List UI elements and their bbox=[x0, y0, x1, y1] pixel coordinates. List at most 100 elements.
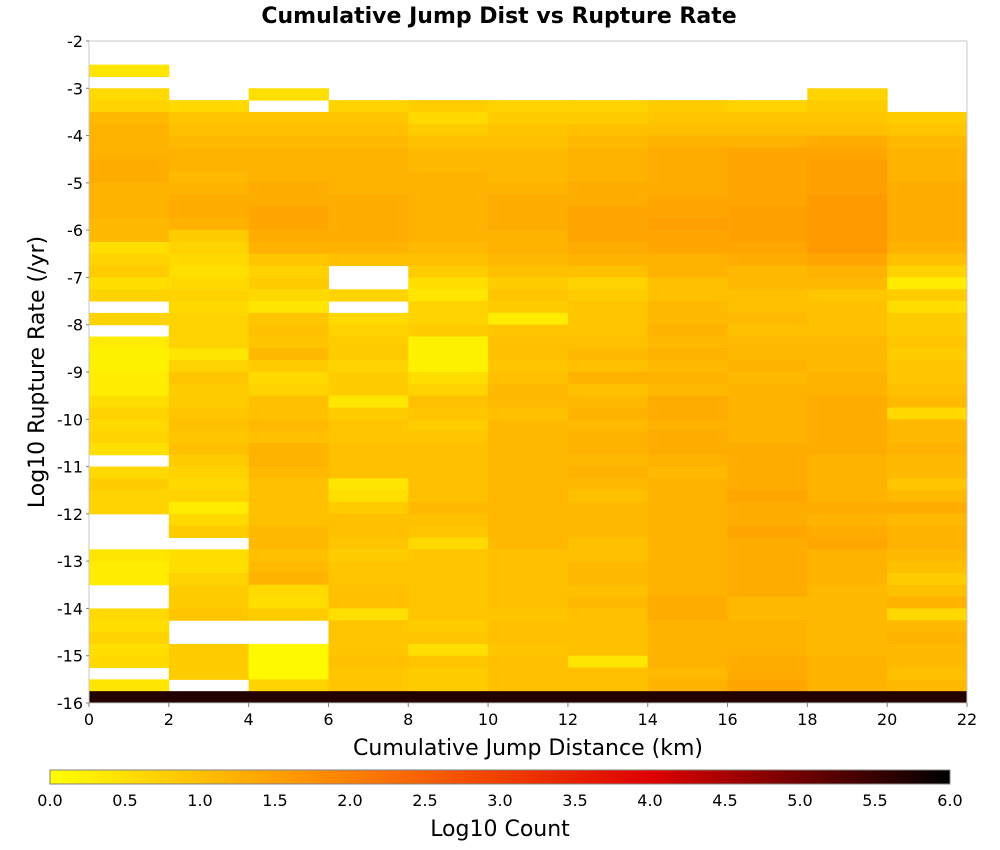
heatmap-cell bbox=[488, 265, 569, 278]
heatmap-cell bbox=[727, 100, 808, 113]
heatmap-cell bbox=[647, 194, 729, 207]
heatmap-cell bbox=[807, 620, 888, 633]
heatmap-cell bbox=[807, 549, 888, 562]
heatmap-cell bbox=[807, 431, 888, 444]
heatmap-cell bbox=[647, 502, 729, 515]
heatmap-cell bbox=[408, 265, 489, 278]
heatmap-cell bbox=[887, 324, 968, 338]
heatmap-cell bbox=[887, 171, 968, 184]
heatmap-cell bbox=[168, 253, 250, 267]
heatmap-cell bbox=[807, 123, 888, 137]
heatmap-cell bbox=[248, 584, 329, 598]
heatmap-cell bbox=[807, 537, 888, 550]
heatmap-cell bbox=[887, 312, 968, 326]
heatmap-cell bbox=[248, 419, 329, 432]
heatmap-cell bbox=[887, 442, 968, 456]
x-tick-label: 6 bbox=[323, 710, 333, 729]
heatmap-cell bbox=[647, 206, 729, 219]
heatmap-cell bbox=[328, 466, 409, 479]
heatmap-cell bbox=[727, 513, 808, 527]
heatmap-cell bbox=[408, 147, 489, 160]
heatmap-cell bbox=[408, 194, 489, 207]
heatmap-cell bbox=[328, 525, 409, 538]
heatmap-cell bbox=[248, 88, 329, 101]
heatmap-cell bbox=[567, 253, 649, 267]
heatmap-cell bbox=[488, 360, 569, 373]
heatmap-cell bbox=[168, 431, 250, 444]
heatmap-cell bbox=[408, 182, 489, 196]
heatmap-cell bbox=[168, 691, 250, 704]
heatmap-cell bbox=[807, 111, 888, 125]
heatmap-cell bbox=[408, 419, 489, 432]
heatmap-cell bbox=[727, 608, 808, 621]
heatmap-cell bbox=[488, 395, 569, 408]
heatmap-cell bbox=[488, 171, 569, 184]
heatmap-cell bbox=[328, 431, 409, 444]
heatmap-cell bbox=[248, 147, 329, 160]
heatmap-cell bbox=[488, 159, 569, 172]
heatmap-cell bbox=[488, 502, 569, 515]
heatmap-cell bbox=[408, 572, 489, 586]
heatmap-cell bbox=[488, 206, 569, 219]
heatmap-cell bbox=[567, 442, 649, 456]
heatmap-cell bbox=[647, 147, 729, 160]
heatmap-cell bbox=[168, 123, 250, 137]
heatmap-cell bbox=[89, 561, 170, 574]
heatmap-cell bbox=[807, 454, 888, 468]
heatmap-cell bbox=[248, 265, 329, 278]
heatmap-cell bbox=[168, 312, 250, 326]
heatmap-cell bbox=[488, 407, 569, 420]
heatmap-cell bbox=[807, 608, 888, 621]
heatmap-cell bbox=[89, 194, 170, 207]
heatmap-cell bbox=[168, 135, 250, 148]
heatmap-cell bbox=[567, 324, 649, 338]
heatmap-cell bbox=[248, 525, 329, 538]
heatmap-cell bbox=[168, 348, 250, 361]
heatmap-cell bbox=[567, 383, 649, 397]
heatmap-cell bbox=[89, 502, 170, 515]
colorbar-tick-label: 5.0 bbox=[787, 791, 812, 810]
heatmap-cell bbox=[488, 230, 569, 243]
heatmap-cell bbox=[807, 596, 888, 609]
colorbar-tick-label: 4.5 bbox=[712, 791, 737, 810]
y-tick-label: -2 bbox=[67, 32, 83, 51]
heatmap-cell bbox=[807, 419, 888, 432]
heatmap-cell bbox=[887, 336, 968, 349]
heatmap-cell bbox=[807, 147, 888, 160]
heatmap-cell bbox=[328, 454, 409, 468]
heatmap-cell bbox=[408, 525, 489, 538]
heatmap-cell bbox=[647, 667, 729, 680]
heatmap-cell bbox=[647, 584, 729, 598]
heatmap-cell bbox=[328, 100, 409, 113]
heatmap-cell bbox=[807, 561, 888, 574]
heatmap-cell bbox=[408, 667, 489, 680]
heatmap-cell bbox=[807, 632, 888, 645]
heatmap-cell bbox=[567, 691, 649, 704]
heatmap-cell bbox=[168, 230, 250, 243]
heatmap-cell bbox=[567, 667, 649, 680]
heatmap-cell bbox=[328, 608, 409, 621]
heatmap-cell bbox=[647, 407, 729, 420]
heatmap-cell bbox=[328, 584, 409, 598]
heatmap-cell bbox=[488, 596, 569, 609]
heatmap-cell bbox=[248, 395, 329, 408]
heatmap-cell bbox=[408, 442, 489, 456]
heatmap-cell bbox=[807, 182, 888, 196]
x-tick-label: 16 bbox=[717, 710, 737, 729]
heatmap-cell bbox=[647, 561, 729, 574]
heatmap-cell bbox=[328, 348, 409, 361]
heatmap-cell bbox=[727, 123, 808, 137]
heatmap-cell bbox=[727, 336, 808, 349]
heatmap-cell bbox=[887, 111, 968, 125]
heatmap-cell bbox=[887, 372, 968, 385]
heatmap-cell bbox=[647, 596, 729, 609]
heatmap-cell bbox=[727, 643, 808, 657]
heatmap-cell bbox=[168, 513, 250, 527]
heatmap-cell bbox=[807, 324, 888, 338]
heatmap-cell bbox=[248, 549, 329, 562]
heatmap-cell bbox=[727, 218, 808, 231]
heatmap-cell bbox=[89, 64, 170, 77]
heatmap-cell bbox=[727, 537, 808, 550]
colorbar-tick-label: 1.5 bbox=[262, 791, 287, 810]
heatmap-cell bbox=[727, 230, 808, 243]
